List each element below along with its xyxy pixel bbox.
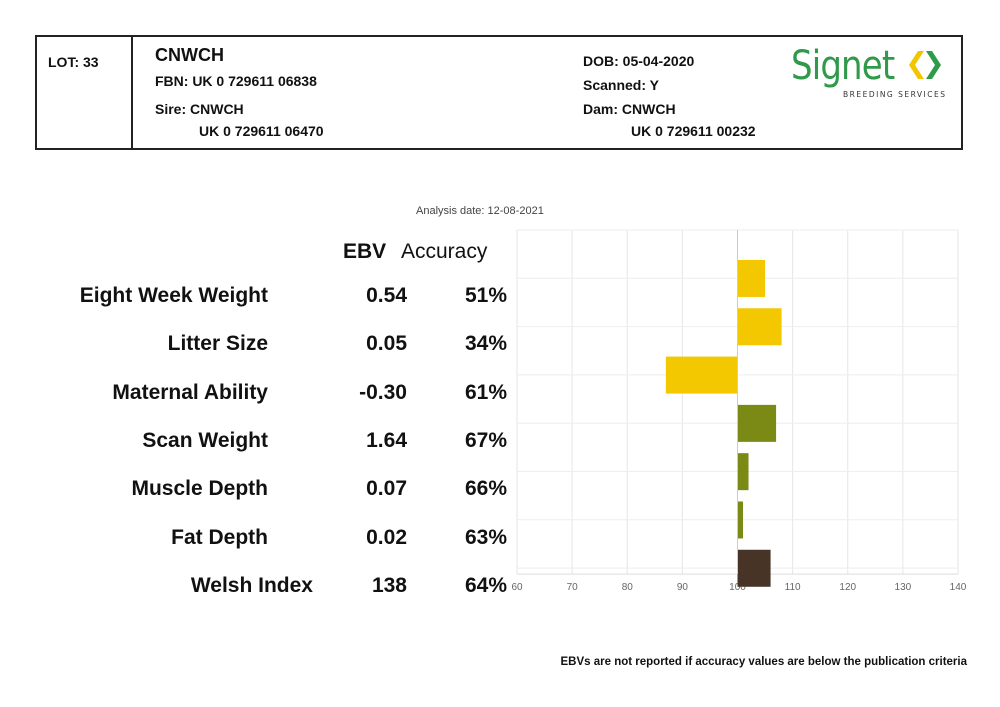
ebv-value-litter-size: 0.05	[366, 332, 407, 356]
bar-welsh-index	[737, 549, 771, 587]
bar-maternal-ability	[665, 356, 738, 394]
sire-name: Sire: CNWCH	[155, 101, 244, 117]
scanned-status: Scanned: Y	[583, 77, 659, 93]
logo-wordmark: Signet	[791, 43, 895, 89]
analysis-date: Analysis date: 12-08-2021	[416, 205, 544, 217]
x-tick-label: 140	[950, 582, 967, 593]
bar-fat-depth	[737, 501, 744, 539]
footnote: EBVs are not reported if accuracy values…	[560, 656, 967, 668]
fbn-number: FBN: UK 0 729611 06838	[155, 73, 317, 89]
ebv-value-eight-week-weight: 0.54	[366, 284, 407, 307]
trait-label-eight-week-weight: Eight Week Weight	[79, 284, 268, 307]
ebv-column-header: EBV	[343, 240, 387, 263]
accuracy-value-muscle-depth: 66%	[464, 477, 507, 501]
sire-id: UK 0 729611 06470	[199, 123, 324, 139]
signet-chevron-icon	[909, 51, 941, 79]
trait-label-maternal-ability: Maternal Ability	[112, 380, 268, 404]
x-tick-label: 120	[839, 582, 856, 593]
bar-litter-size	[737, 308, 782, 346]
ebv-value-muscle-depth: 0.07	[366, 477, 407, 501]
x-tick-label: 60	[511, 582, 523, 593]
logo-subtitle: BREEDING SERVICES	[843, 90, 947, 99]
signet-logo: Signet BREEDING SERVICES	[791, 43, 951, 103]
ebv-value-fat-depth: 0.02	[366, 525, 407, 549]
x-tick-label: 90	[677, 582, 689, 593]
accuracy-value-eight-week-weight: 51%	[464, 284, 507, 307]
trait-label-welsh-index: Welsh Index	[190, 573, 313, 597]
bar-eight-week-weight	[737, 259, 766, 297]
accuracy-column-header: Accuracy	[401, 240, 488, 263]
lot-number: LOT: 33	[48, 54, 99, 70]
dam-name: Dam: CNWCH	[583, 101, 676, 117]
accuracy-value-scan-weight: 67%	[464, 428, 507, 452]
x-tick-label: 110	[785, 582, 801, 593]
trait-label-muscle-depth: Muscle Depth	[131, 477, 268, 501]
ebv-value-welsh-index: 138	[371, 573, 407, 597]
trait-label-scan-weight: Scan Weight	[142, 428, 268, 452]
trait-label-fat-depth: Fat Depth	[171, 525, 268, 549]
x-tick-label: 130	[895, 582, 912, 593]
accuracy-value-fat-depth: 63%	[464, 525, 507, 549]
ebv-value-maternal-ability: -0.30	[359, 380, 407, 404]
x-tick-label: 70	[567, 582, 579, 593]
x-tick-label: 100	[729, 582, 746, 593]
ebv-value-scan-weight: 1.64	[366, 428, 407, 452]
bar-scan-weight	[737, 404, 777, 442]
animal-info-header: LOT: 33 CNWCH FBN: UK 0 729611 06838 Sir…	[35, 35, 963, 150]
accuracy-value-welsh-index: 64%	[464, 573, 507, 597]
lot-cell: LOT: 33	[37, 37, 133, 148]
animal-name: CNWCH	[155, 45, 224, 65]
accuracy-value-litter-size: 34%	[464, 332, 507, 356]
trait-label-litter-size: Litter Size	[167, 332, 268, 356]
dam-id: UK 0 729611 00232	[631, 123, 756, 139]
date-of-birth: DOB: 05-04-2020	[583, 53, 695, 69]
x-tick-label: 80	[622, 582, 634, 593]
bar-muscle-depth	[737, 453, 749, 491]
accuracy-value-maternal-ability: 61%	[464, 380, 507, 404]
